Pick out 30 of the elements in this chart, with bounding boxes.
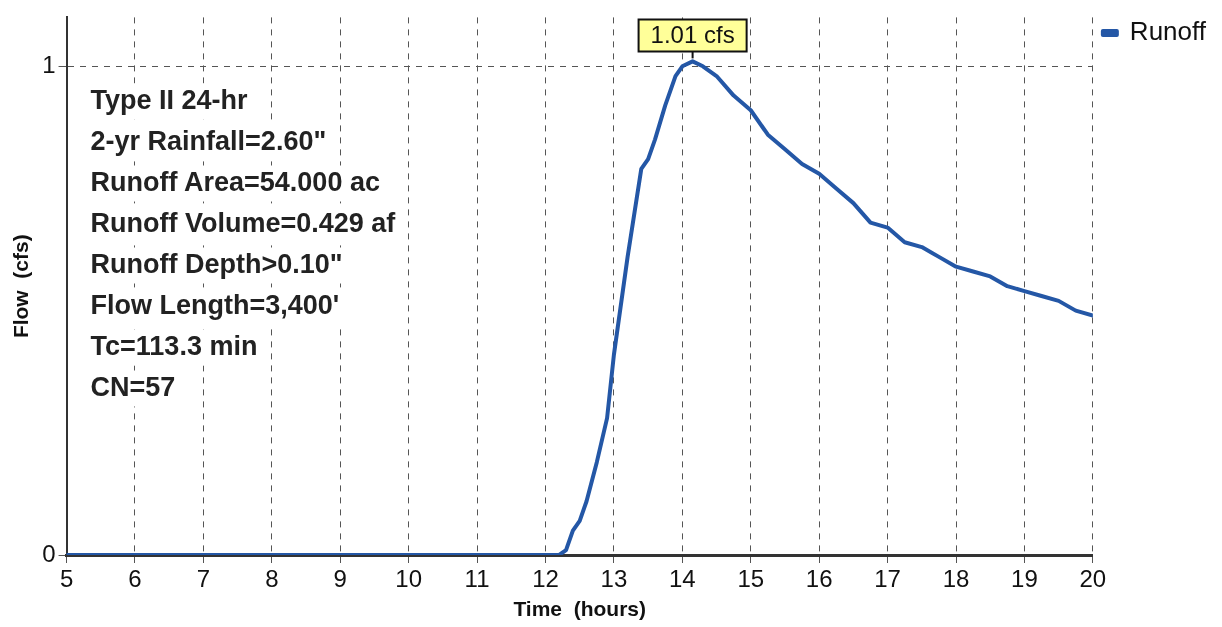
x-tick-label: 14 bbox=[668, 565, 696, 593]
x-tick-label: 7 bbox=[196, 565, 211, 593]
x-tick-label: 11 bbox=[464, 565, 490, 593]
y-tick-label: 0 bbox=[42, 539, 56, 567]
x-tick-label: 9 bbox=[333, 565, 347, 593]
x-tick-label: 18 bbox=[942, 565, 970, 593]
legend-label: Runoff bbox=[1129, 16, 1207, 47]
x-tick-label: 8 bbox=[265, 565, 279, 593]
annotation: 2-yr Rainfall=2.60" bbox=[90, 125, 327, 156]
annotation: Flow Length=3,400' bbox=[90, 289, 340, 320]
annotation: 1.01 cfs bbox=[650, 21, 735, 49]
annotation: Tc=113.3 min bbox=[90, 330, 258, 361]
annotation: Runoff Volume=0.429 af bbox=[90, 207, 397, 238]
x-tick-label: 13 bbox=[600, 565, 628, 593]
x-tick-label: 5 bbox=[59, 565, 74, 593]
x-tick-label: 10 bbox=[395, 565, 423, 593]
x-tick-label: 20 bbox=[1079, 565, 1107, 593]
annotation: Runoff Area=54.000 ac bbox=[90, 166, 380, 197]
x-tick-label: 12 bbox=[532, 565, 559, 593]
annotation: CN=57 bbox=[90, 371, 176, 402]
annotation: Runoff Depth>0.10" bbox=[90, 248, 343, 279]
y-tick-label: 1 bbox=[42, 50, 56, 78]
x-tick-label: 6 bbox=[128, 565, 142, 593]
annotation: Type II 24-hr bbox=[90, 84, 249, 115]
x-axis-title: Time (hours) bbox=[513, 597, 647, 621]
y-axis-title: Flow (cfs) bbox=[9, 234, 33, 339]
x-tick-label: 16 bbox=[805, 565, 833, 593]
x-tick-label: 19 bbox=[1011, 565, 1038, 593]
x-tick-label: 15 bbox=[737, 565, 765, 593]
x-tick-label: 17 bbox=[874, 565, 901, 593]
